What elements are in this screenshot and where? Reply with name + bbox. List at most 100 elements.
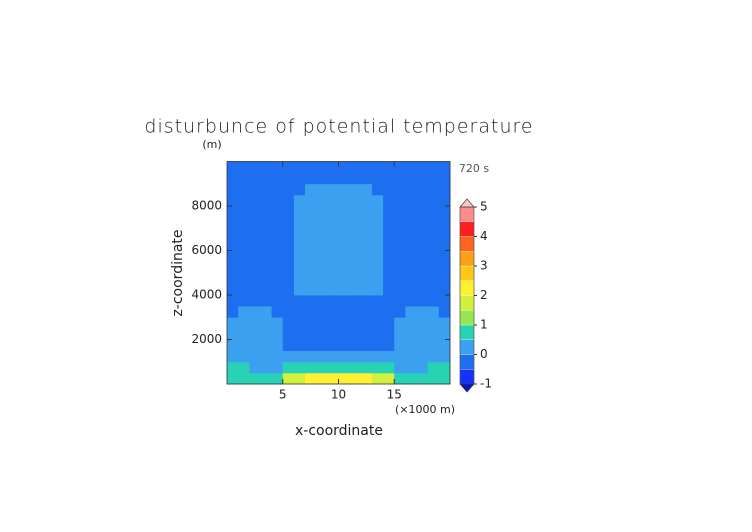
contour-cell [271,228,284,240]
contour-cell [360,317,373,329]
contour-cell [271,217,284,229]
contour-cell [371,261,384,274]
contour-cell [416,261,429,274]
contour-cell [371,206,384,218]
contour-cell [249,161,261,174]
contour-cell [260,250,272,263]
contour-cell [282,350,295,363]
contour-cell [271,272,284,285]
contour-cell [349,172,362,185]
contour-cell [260,239,272,251]
contour-cell [238,283,250,296]
contour-cell [383,295,395,307]
contour-cell [327,372,339,385]
contour-cell [416,206,429,218]
contour-cell [305,261,317,274]
contour-cell [271,283,284,296]
contour-cell [427,228,440,240]
contour-cell [416,250,429,263]
contour-cell [416,306,429,318]
contour-cell [327,306,339,318]
contour-cell [227,183,239,196]
contour-cell [282,317,295,329]
colorbar-band [459,265,475,281]
contour-cell [349,272,362,285]
contour-cell [293,217,306,229]
contour-cell [238,194,250,207]
contour-cell [327,172,339,185]
contour-cell [394,161,406,174]
contour-cell [394,339,406,352]
contour-cell [371,350,384,363]
contour-cell [416,317,429,329]
contour-cell [338,317,351,329]
contour-cell [327,228,339,240]
contour-cell [405,306,417,318]
contour-cell [405,206,417,218]
contour-cell [394,228,406,240]
contour-cell [427,283,440,296]
contour-cell [249,228,261,240]
contour-cell [394,317,406,329]
contour-cell [227,161,239,174]
contour-cell [305,183,317,196]
contour-cell [427,161,440,174]
contour-cell [249,372,261,385]
contour-cell [271,295,284,307]
colorbar-tick-label: -1 [480,377,492,391]
contour-cell [249,283,261,296]
contour-cell [238,172,250,185]
contour-cell [305,272,317,285]
contour-cell [293,272,306,285]
contour-cell [271,306,284,318]
contour-cell [327,328,339,340]
contour-cell [327,317,339,329]
colorbar-over [459,198,475,208]
contour-cell [427,339,440,352]
contour-cell [293,283,306,296]
contour-cell [271,328,284,340]
contour-cell [260,328,272,340]
contour-cell [305,228,317,240]
contour-cell [260,183,272,196]
contour-cell [238,250,250,263]
colorbar-band [459,206,475,222]
contour-cell [438,350,451,363]
contour-cell [316,194,328,207]
colorbar-band [459,369,475,385]
contour-cell [316,339,328,352]
contour-cell [327,206,339,218]
contour-cell [416,183,429,196]
contour-cell [371,306,384,318]
contour-cell [305,206,317,218]
contour-cell [249,361,261,374]
contour-cell [427,295,440,307]
contour-cell [249,272,261,285]
contour-cell [338,328,351,340]
contour-cell [394,261,406,274]
contour-cell [338,228,351,240]
x-tick-label: 10 [331,388,346,402]
contour-cell [227,339,239,352]
contour-cell [305,306,317,318]
contour-cell [394,206,406,218]
contour-cell [349,250,362,263]
contour-cell [338,350,351,363]
contour-cell [427,361,440,374]
contour-cell [316,206,328,218]
contour-cell [316,328,328,340]
contour-cell [260,261,272,274]
contour-cell [405,272,417,285]
colorbar-under [459,383,475,393]
contour-cell [271,261,284,274]
contour-cell [327,283,339,296]
contour-cell [316,283,328,296]
contour-cell [416,361,429,374]
contour-cell [282,328,295,340]
contour-cell [371,172,384,185]
contour-cell [227,283,239,296]
contour-cell [282,283,295,296]
contour-cell [360,250,373,263]
contour-cell [238,217,250,229]
contour-cell [227,272,239,285]
